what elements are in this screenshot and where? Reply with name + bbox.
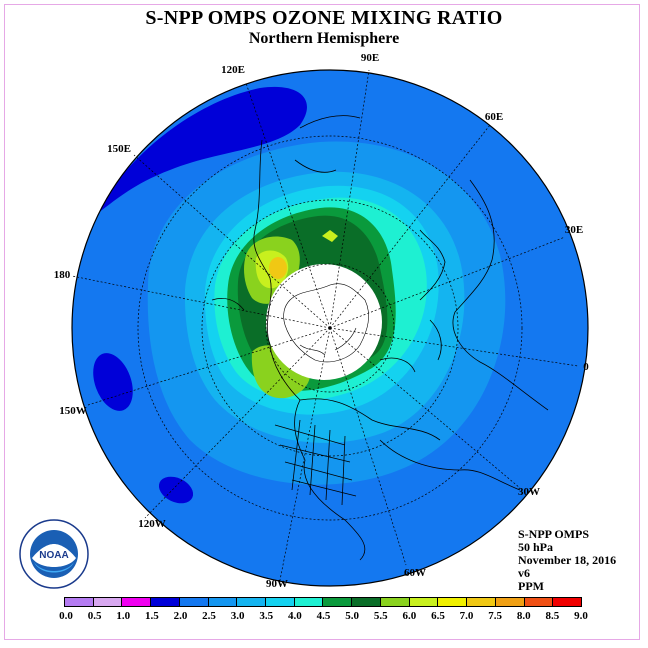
lon-label-90w: 90W [266, 578, 288, 590]
colorbar-tick-label: 6.0 [402, 610, 417, 622]
lon-label-180: 180 [54, 269, 71, 281]
map-subtitle: Northern Hemisphere [248, 30, 400, 47]
colorbar-tick-label: 2.0 [173, 610, 188, 622]
colorbar-tick-label: 8.5 [545, 610, 560, 622]
field-6-5 [269, 257, 287, 279]
colorbar-tick-label: 1.0 [116, 610, 131, 622]
arctic-coastlines [283, 283, 369, 363]
longitude-labels: 90E 60E 30E 0 30W 60W 90W 120W 150W 180 … [54, 52, 590, 590]
colorbar-tick-label: 2.5 [202, 610, 216, 622]
lon-label-60e: 60E [485, 111, 503, 123]
colorbar-swatch [92, 598, 122, 606]
colorbar-swatch [150, 598, 179, 606]
field-6-0-small [322, 230, 338, 242]
map-boundary [71, 69, 589, 587]
colorbar-swatch [523, 598, 553, 606]
lon-label-30w: 30W [518, 486, 540, 498]
colorbar-tick-label: 8.0 [516, 610, 531, 622]
field-1-5-pacific [95, 86, 307, 215]
colorbar-tick-label: 3.5 [259, 610, 274, 622]
colorbar-tick-label: 9.0 [574, 610, 588, 622]
coastlines [211, 115, 549, 561]
colorbar-tick-label: 6.5 [431, 610, 445, 622]
colorbar-swatch [552, 598, 581, 606]
colorbar-swatch [322, 598, 352, 606]
noaa-logo: NOAA [19, 519, 89, 589]
map-title: S-NPP OMPS OZONE MIXING RATIO [145, 7, 503, 29]
graticule [71, 69, 579, 581]
info-block: S-NPP OMPS 50 hPa November 18, 2016 v6 P… [518, 528, 616, 593]
colorbar-swatch [408, 598, 438, 606]
info-level: 50 hPa [518, 540, 554, 554]
colorbar-tick-label: 0.0 [59, 610, 73, 622]
colorbar-swatch [466, 598, 495, 606]
polar-night-disc [266, 264, 382, 380]
colorbar-tick-label: 7.5 [488, 610, 503, 622]
colorbar-swatch [379, 598, 409, 606]
colorbar-swatch [178, 598, 208, 606]
info-version: v6 [518, 566, 530, 580]
colorbar-tick-label: 5.5 [373, 610, 388, 622]
colorbar-tick-label: 0.5 [87, 610, 102, 622]
lon-label-120e: 120E [221, 64, 245, 76]
lon-label-150e: 150E [107, 143, 131, 155]
field-1-5-west [93, 353, 133, 411]
colorbar-swatch [65, 598, 93, 606]
page-frame [4, 4, 640, 640]
field-1-5-south [158, 476, 194, 504]
colorbar-swatch [207, 598, 237, 606]
colorbar-swatch [293, 598, 323, 606]
lon-label-150w: 150W [59, 405, 87, 417]
colorbar-tick-label: 1.5 [144, 610, 159, 622]
lon-label-0: 0 [583, 361, 589, 373]
info-date: November 18, 2016 [518, 553, 617, 567]
colorbar-tick-label: 4.5 [316, 610, 331, 622]
lon-label-30e: 30E [565, 224, 583, 236]
colorbar-swatch [265, 598, 294, 606]
info-units: PPM [518, 579, 544, 593]
noaa-logo-text: NOAA [39, 550, 68, 561]
colorbar-tick-label: 5.0 [345, 610, 359, 622]
lon-label-120w: 120W [138, 518, 166, 530]
colorbar-tick-label: 4.0 [288, 610, 302, 622]
colorbar-labels: 0.0 0.5 1.0 1.5 2.0 2.5 3.0 3.5 4.0 4.5 5.0 5.5 6.0 6… [0, 610, 648, 624]
colorbar-tick-label: 3.0 [230, 610, 245, 622]
colorbar-swatch [121, 598, 151, 606]
colorbar [64, 597, 582, 607]
colorbar-swatch [236, 598, 266, 606]
colorbar-swatch [351, 598, 380, 606]
colorbar-swatch [437, 598, 467, 606]
colorbar-swatch [494, 598, 524, 606]
lon-label-60w: 60W [404, 567, 426, 579]
lon-label-90e: 90E [361, 52, 379, 64]
colorbar-tick-label: 7.0 [459, 610, 474, 622]
info-instrument: S-NPP OMPS [518, 527, 589, 541]
